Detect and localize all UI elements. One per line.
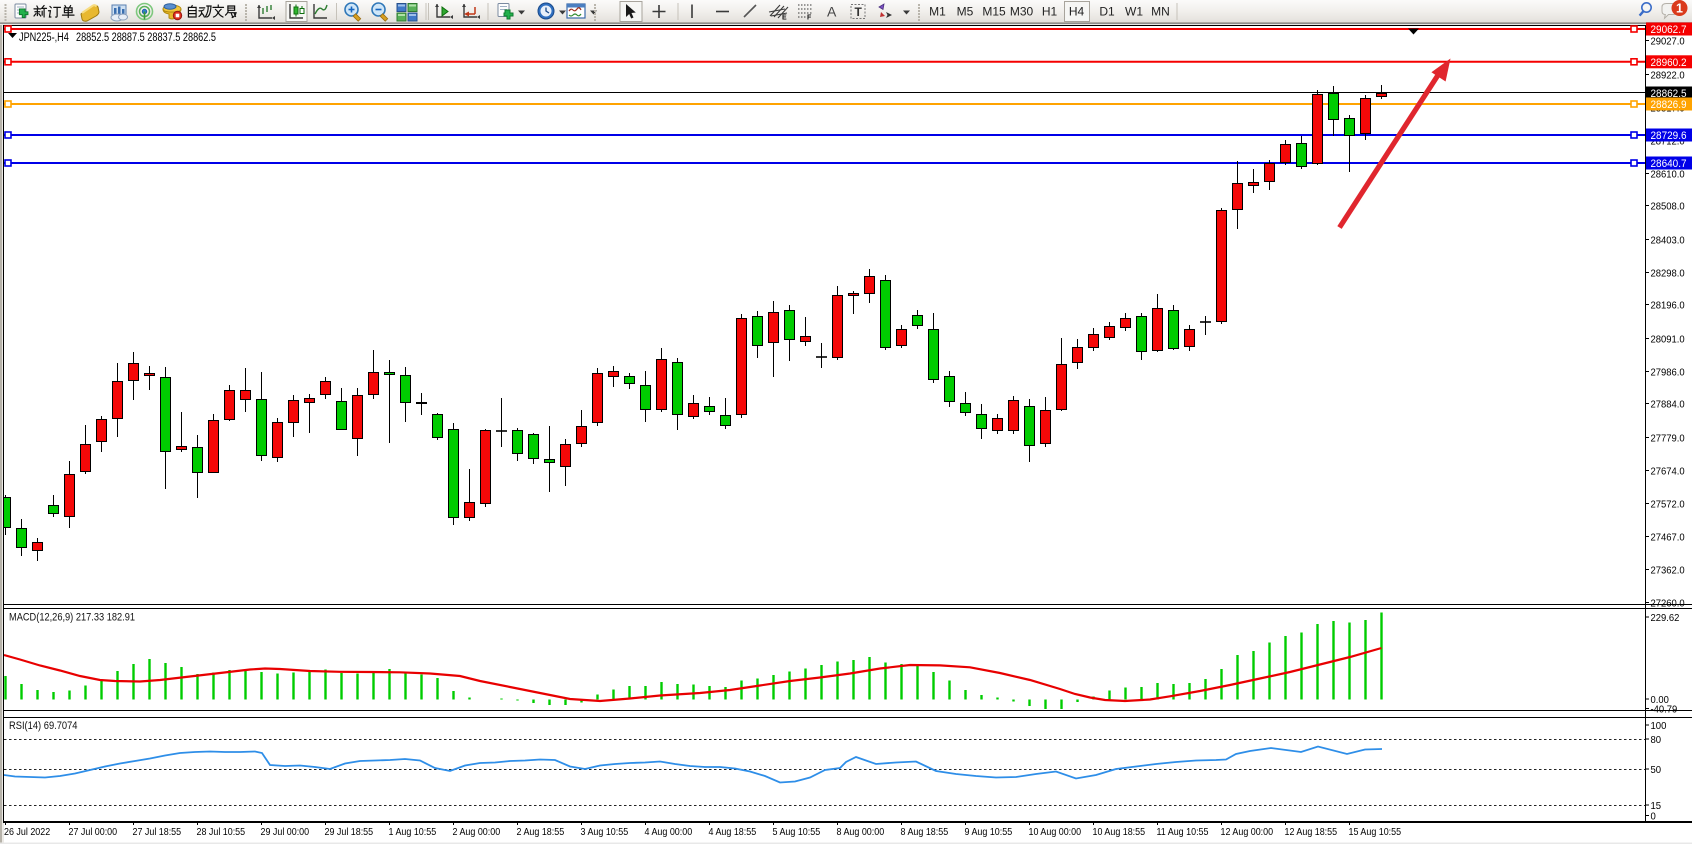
svg-text:15 Aug 10:55: 15 Aug 10:55 [1349, 826, 1402, 838]
svg-text:E: E [782, 15, 787, 22]
svg-text:29027.0: 29027.0 [1651, 35, 1685, 47]
svg-text:28091.0: 28091.0 [1651, 333, 1685, 345]
svg-text:3 Aug 10:55: 3 Aug 10:55 [581, 826, 629, 838]
svg-text:1 Aug 10:55: 1 Aug 10:55 [389, 826, 437, 838]
svg-text:28 Jul 10:55: 28 Jul 10:55 [197, 826, 246, 838]
svg-text:1: 1 [1676, 2, 1683, 16]
svg-text:27986.0: 27986.0 [1651, 366, 1685, 378]
svg-text:11 Aug 10:55: 11 Aug 10:55 [1157, 826, 1209, 838]
svg-text:28403.0: 28403.0 [1651, 234, 1685, 246]
svg-text:27884.0: 27884.0 [1651, 398, 1685, 410]
svg-text:27467.0: 27467.0 [1651, 531, 1685, 543]
svg-text:4 Aug 00:00: 4 Aug 00:00 [645, 826, 693, 838]
svg-text:28922.0: 28922.0 [1651, 69, 1685, 81]
svg-text:0: 0 [1651, 810, 1656, 822]
svg-text:4 Aug 18:55: 4 Aug 18:55 [709, 826, 757, 838]
svg-text:50: 50 [1651, 764, 1662, 776]
svg-text:2 Aug 00:00: 2 Aug 00:00 [453, 826, 501, 838]
svg-text:27 Jul 18:55: 27 Jul 18:55 [133, 826, 182, 838]
svg-text:28960.2: 28960.2 [1651, 57, 1687, 69]
svg-text:27674.0: 27674.0 [1651, 465, 1685, 477]
svg-text:12 Aug 00:00: 12 Aug 00:00 [1221, 826, 1274, 838]
svg-text:28729.6: 28729.6 [1651, 130, 1687, 142]
svg-text:28826.9: 28826.9 [1651, 99, 1687, 111]
svg-text:27572.0: 27572.0 [1651, 498, 1685, 510]
svg-text:27779.0: 27779.0 [1651, 432, 1685, 444]
svg-text:F: F [807, 15, 812, 22]
svg-text:29 Jul 18:55: 29 Jul 18:55 [325, 826, 374, 838]
svg-text:28298.0: 28298.0 [1651, 267, 1685, 279]
svg-text:8 Aug 18:55: 8 Aug 18:55 [901, 826, 949, 838]
svg-text:12 Aug 18:55: 12 Aug 18:55 [1285, 826, 1338, 838]
svg-text:28610.0: 28610.0 [1651, 168, 1685, 180]
svg-text:M1: M1 [929, 5, 946, 19]
svg-text:W1: W1 [1125, 5, 1143, 19]
svg-text:28508.0: 28508.0 [1651, 200, 1685, 212]
svg-text:229.62: 229.62 [1651, 612, 1680, 624]
svg-text:H4: H4 [1069, 5, 1085, 19]
svg-text:10 Aug 00:00: 10 Aug 00:00 [1029, 826, 1082, 838]
svg-text:JPN225-,H4 28852.5 28887.5 28: JPN225-,H4 28852.5 28887.5 28837.5 28862… [19, 30, 216, 44]
svg-text:27260.0: 27260.0 [1651, 597, 1685, 609]
svg-text:28640.7: 28640.7 [1651, 158, 1687, 170]
svg-text:100: 100 [1651, 720, 1667, 732]
svg-text:A: A [827, 4, 837, 20]
svg-text:-40.79: -40.79 [1651, 703, 1678, 715]
svg-text:27 Jul 00:00: 27 Jul 00:00 [69, 826, 118, 838]
svg-text:T: T [855, 5, 863, 19]
svg-text:29 Jul 00:00: 29 Jul 00:00 [261, 826, 310, 838]
svg-text:M5: M5 [957, 5, 974, 19]
svg-text:5 Aug 10:55: 5 Aug 10:55 [773, 826, 821, 838]
svg-text:9 Aug 10:55: 9 Aug 10:55 [965, 826, 1013, 838]
svg-text:2 Aug 18:55: 2 Aug 18:55 [517, 826, 565, 838]
svg-text:0.00: 0.00 [1651, 694, 1669, 706]
svg-text:15: 15 [1651, 800, 1662, 812]
svg-text:29062.7: 29062.7 [1651, 24, 1687, 36]
svg-text:M15: M15 [982, 5, 1006, 19]
svg-text:M30: M30 [1010, 5, 1034, 19]
svg-text:8 Aug 00:00: 8 Aug 00:00 [837, 826, 885, 838]
svg-text:10 Aug 18:55: 10 Aug 18:55 [1093, 826, 1146, 838]
svg-text:D1: D1 [1099, 5, 1115, 19]
svg-text:27362.0: 27362.0 [1651, 564, 1685, 576]
svg-text:RSI(14) 69.7074: RSI(14) 69.7074 [9, 720, 78, 732]
svg-text:26 Jul 2022: 26 Jul 2022 [4, 826, 50, 838]
svg-text:MN: MN [1151, 5, 1170, 19]
svg-text:28196.0: 28196.0 [1651, 299, 1685, 311]
svg-text:28862.5: 28862.5 [1651, 88, 1687, 100]
svg-text:H1: H1 [1042, 5, 1058, 19]
svg-text:MACD(12,26,9) 217.33 182.91: MACD(12,26,9) 217.33 182.91 [9, 612, 135, 624]
svg-text:80: 80 [1651, 734, 1662, 746]
